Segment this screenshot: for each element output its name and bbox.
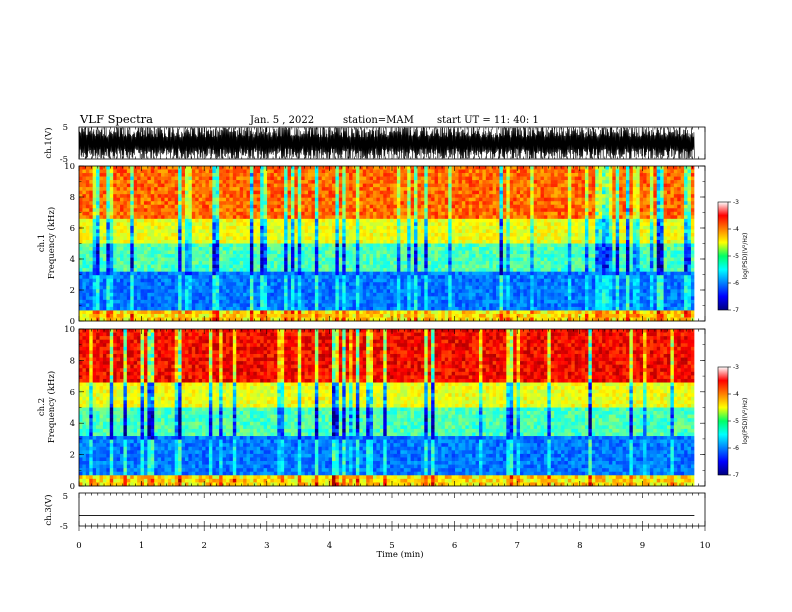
- ch1-frequency-ylabel: Frequency (kHz): [46, 207, 57, 279]
- ch1-ytick: 6: [70, 224, 75, 234]
- x-tick-label: 3: [264, 541, 269, 551]
- x-tick-label: 5: [389, 541, 394, 551]
- ch2-colorbar-gradient: [717, 366, 729, 476]
- ch1-ytick: 8: [70, 193, 75, 203]
- ch2-colorbar-label: log(PSD)(V²/Hz): [742, 398, 749, 445]
- ch1-channel-label: ch.1: [37, 234, 47, 252]
- ch1-colorbar-tick: -7: [733, 307, 739, 314]
- ch2-channel-label: ch.2: [37, 398, 47, 416]
- ch1-ytick: 2: [70, 286, 75, 296]
- x-tick-label: 1: [139, 541, 144, 551]
- ch2-colorbar-tick: -5: [733, 418, 739, 425]
- ch2-colorbar-tick: -4: [733, 391, 739, 398]
- ch3-waveform-ylabel: ch.3(V): [43, 494, 54, 525]
- ch1-colorbar-tick: -3: [733, 199, 739, 206]
- ch2-ytick: 8: [70, 356, 75, 366]
- ch2-ytick: 10: [64, 325, 75, 335]
- ch1-colorbar: -3 -4 -5 -6 -7 log(PSD)(V²/Hz): [717, 199, 749, 314]
- ch1-waveform-panel: ch.1(V) 5 -5: [43, 123, 706, 165]
- x-tick-label: 7: [514, 541, 519, 551]
- ch2-spectrogram-panel: ch.2 Frequency (kHz) 10 8 6 4 2 0: [37, 325, 706, 492]
- x-tick-label: 10: [700, 541, 711, 551]
- ch3-waveform-panel: ch.3(V) 5 -5: [43, 492, 706, 532]
- station-label: station=MAM: [343, 115, 414, 126]
- x-axis-tick-labels: 0 1 2 3 4 5 6 7 8 9 10: [76, 541, 710, 551]
- ch2-ytick: 6: [70, 388, 75, 398]
- x-tick-label: 9: [640, 541, 645, 551]
- x-tick-label: 8: [577, 541, 582, 551]
- ch2-colorbar-tick: -3: [733, 364, 739, 371]
- ch1-ytick: 4: [70, 255, 75, 265]
- ch1-ytick-neg5: -5: [60, 155, 68, 165]
- ch1-spectrogram-image: [79, 166, 705, 322]
- ch1-colorbar-label: log(PSD)(V²/Hz): [742, 233, 749, 280]
- ch1-ytick: 10: [64, 162, 75, 172]
- ch2-colorbar-tick: -7: [733, 472, 739, 479]
- ch1-colorbar-tick: -4: [733, 226, 739, 233]
- ch1-colorbar-gradient: [717, 201, 729, 311]
- ch2-ytick: 4: [70, 419, 75, 429]
- ch3-ytick-5: 5: [63, 492, 68, 502]
- ch1-spectrogram-panel: ch.1 Frequency (kHz) 10 8 6 4 2 0: [37, 162, 706, 327]
- x-axis-ticks: [78, 127, 706, 531]
- start-time-label: start UT = 11: 40: 1: [437, 115, 539, 126]
- x-tick-label: 4: [327, 541, 332, 551]
- x-tick-label: 6: [452, 541, 457, 551]
- ch2-ytick: 0: [70, 482, 75, 492]
- x-axis-label: Time (min): [376, 549, 423, 560]
- ch1-waveform-trace: [78, 127, 695, 159]
- ch1-ytick: 0: [70, 317, 75, 327]
- ch2-spectrogram-image: [79, 329, 705, 487]
- date-label: Jan. 5 , 2022: [249, 115, 314, 126]
- ch1-waveform-ylabel: ch.1(V): [43, 127, 54, 158]
- ch1-colorbar-tick: -6: [733, 280, 739, 287]
- ch2-colorbar: -3 -4 -5 -6 -7 log(PSD)(V²/Hz): [717, 364, 749, 479]
- ch1-ytick-5: 5: [63, 123, 68, 133]
- ch2-ytick: 2: [70, 451, 75, 461]
- figure-title: VLF Spectra: [79, 112, 153, 126]
- x-tick-label: 2: [201, 541, 206, 551]
- ch2-frequency-ylabel: Frequency (kHz): [46, 371, 57, 443]
- ch2-colorbar-tick: -6: [733, 445, 739, 452]
- ch3-ytick-neg5: -5: [60, 522, 68, 532]
- ch1-colorbar-tick: -5: [733, 253, 739, 260]
- x-tick-label: 0: [76, 541, 81, 551]
